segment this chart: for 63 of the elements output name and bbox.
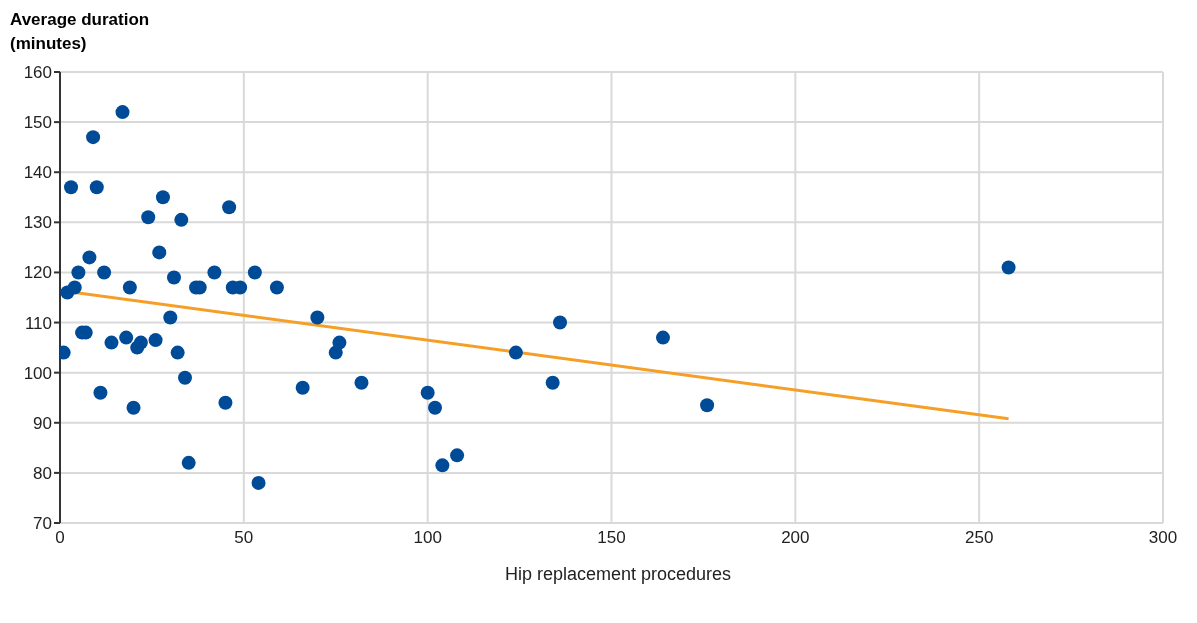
x-tick-label: 100 [413,528,442,548]
point [207,265,222,280]
point [141,210,156,225]
point [93,385,108,400]
point [174,212,189,227]
y-tick-label: 90 [33,413,52,433]
point [508,345,523,360]
point [222,200,237,215]
point [553,315,568,330]
point [251,475,266,490]
point [435,458,450,473]
point [86,130,101,145]
point [170,345,185,360]
point [82,250,97,265]
point [163,310,178,325]
point [126,400,141,415]
y-tick-label: 110 [24,313,52,333]
x-tick-label: 300 [1148,528,1178,548]
point [181,455,196,470]
point [155,190,170,205]
point [310,310,325,325]
point [332,335,347,350]
y-tick-label: 150 [23,113,52,133]
point [133,335,148,350]
point [71,265,86,280]
point [67,280,82,295]
point [420,385,435,400]
point [166,270,181,285]
x-tick-label: 200 [781,528,810,548]
point [178,370,193,385]
point [295,380,310,395]
point [247,265,262,280]
point [64,180,79,195]
point [122,280,137,295]
y-tick-label: 130 [23,213,52,233]
x-tick-label: 50 [234,528,254,548]
y-tick-label: 120 [23,263,52,283]
y-tick-label: 80 [33,463,52,483]
point [700,398,715,413]
point [119,330,134,345]
point [115,105,130,120]
point [354,375,369,390]
point [269,280,284,295]
x-tick-label: 250 [964,528,994,548]
point [545,375,560,390]
point [1001,260,1016,275]
y-tick-label: 140 [23,163,52,183]
x-axis-title: Hip replacement procedures [503,564,733,585]
y-tick-label: 70 [33,514,52,534]
point [428,400,443,415]
point [104,335,119,350]
point [655,330,670,345]
point [89,180,104,195]
x-tick-label: 150 [597,528,626,548]
point [218,395,233,410]
x-tick-label: 0 [55,528,65,548]
point [152,245,167,260]
point [450,448,465,463]
y-tick-label: 160 [23,63,52,83]
point [148,333,163,348]
y-tick-label: 100 [23,363,52,383]
y-axis-title: Average duration (minutes) [9,9,151,55]
point [97,265,112,280]
